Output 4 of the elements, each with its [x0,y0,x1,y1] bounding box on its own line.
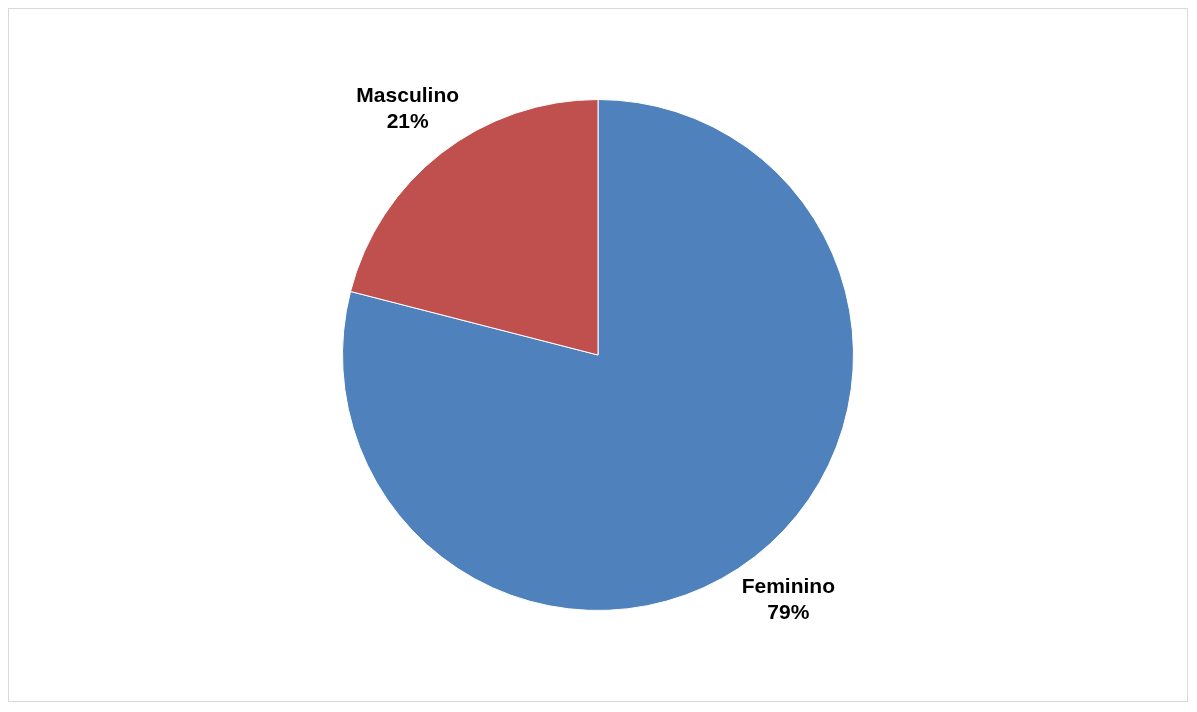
data-label: 21% [386,109,430,133]
slice-label: Masculino [356,83,460,107]
slice-label: Feminino [741,574,835,598]
data-label: 79% [767,600,810,624]
